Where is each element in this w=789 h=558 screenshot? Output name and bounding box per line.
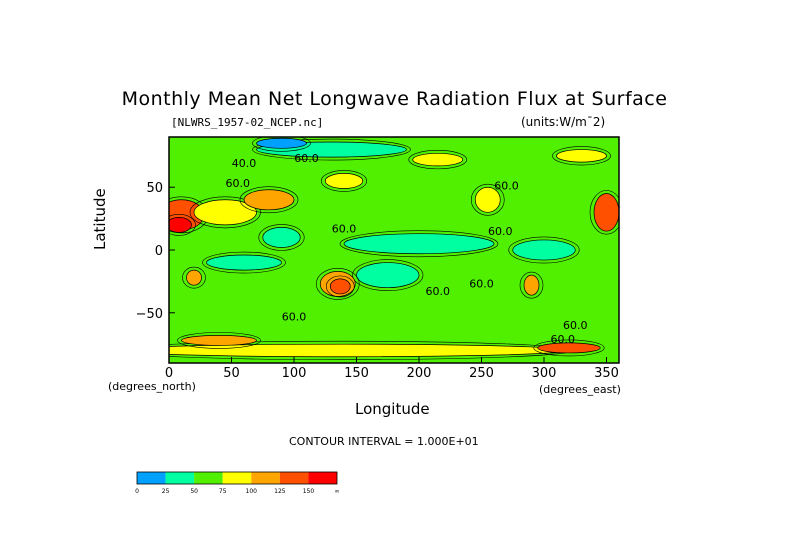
contour-line — [339, 230, 499, 258]
x-unit-label: (degrees_east) — [539, 383, 621, 396]
x-tick-label: 100 — [282, 366, 307, 381]
chart-subtitle: [NLWRS_1957-02_NCEP.nc] — [171, 116, 324, 129]
colorbar-swatch — [279, 472, 309, 484]
x-tick-label: 0 — [165, 366, 173, 381]
contour-line — [182, 266, 206, 289]
colorbar-swatch — [308, 472, 337, 484]
colorbar-label: 125 — [274, 488, 286, 495]
y-tick-label: 0 — [155, 244, 163, 259]
contour-line — [519, 271, 544, 299]
y-tick-label: 50 — [146, 181, 163, 196]
contour-label: 60.0 — [294, 152, 319, 165]
x-tick-label: 250 — [469, 366, 494, 381]
colorbar-label: 50 — [190, 488, 198, 495]
colorbar-label: 150 — [303, 488, 315, 495]
contour-label: 60.0 — [226, 177, 251, 190]
contour-line — [169, 214, 196, 236]
contour-region — [256, 137, 307, 149]
colorbar-label: 25 — [162, 488, 170, 495]
contour-line — [239, 186, 299, 214]
contour-region — [512, 239, 576, 261]
contour-line — [325, 275, 355, 298]
contour-region — [343, 233, 495, 255]
contour-region — [324, 173, 364, 189]
contour-region — [593, 193, 619, 232]
contour-line — [320, 170, 368, 192]
contour-line — [252, 138, 411, 161]
map-field: 40.0 60.060.060.060.060.060.060.060.060.0… — [169, 137, 619, 363]
contour-region — [356, 262, 420, 289]
contour-region — [243, 189, 295, 211]
contour-line — [533, 339, 605, 357]
x-axis-label: Longitude — [355, 400, 430, 418]
units-label: (units:W/m¯2) — [521, 115, 606, 129]
contour-label: 60.0 — [551, 333, 576, 346]
contour-line — [408, 150, 468, 170]
contour-region — [556, 149, 607, 163]
contour-label: 60.0 — [282, 310, 307, 323]
contour-region — [474, 186, 501, 213]
colorbar-swatch — [165, 472, 195, 484]
colorbar-swatch — [222, 472, 252, 484]
contour-region — [193, 199, 257, 226]
contour-label: 60.0 — [563, 319, 588, 332]
contour-line — [352, 259, 424, 291]
x-tick-label: 300 — [532, 366, 557, 381]
contour-label: 60.0 — [469, 278, 494, 291]
contour-label: 60.0 — [488, 225, 513, 238]
contour-label: 60.0 — [494, 180, 519, 193]
contour-label: 40.0 — [232, 157, 257, 170]
contour-region — [262, 227, 301, 248]
contour-region — [329, 278, 351, 295]
colorbar-swatch — [194, 472, 223, 484]
contour-label: 60.0 — [332, 222, 357, 235]
chart-title: Monthly Mean Net Longwave Radiation Flux… — [121, 88, 668, 110]
colorbar-label: 0 — [135, 488, 139, 495]
contour-line — [315, 268, 360, 300]
y-tick-label: −50 — [136, 307, 163, 322]
contour-line — [258, 224, 305, 251]
colorbar-swatch — [251, 472, 280, 484]
x-tick-label: 150 — [344, 366, 369, 381]
contour-region — [169, 217, 192, 233]
contour-region — [186, 269, 202, 286]
x-tick-label: 350 — [594, 366, 619, 381]
contour-region — [206, 254, 282, 271]
contour-region — [169, 343, 570, 358]
contour-line — [252, 137, 311, 152]
contour-label: 60.0 — [426, 285, 451, 298]
y-unit-label: (degrees_north) — [108, 380, 196, 393]
contour-region — [537, 342, 601, 354]
x-tick-label: 50 — [223, 366, 240, 381]
contour-line — [552, 146, 611, 166]
contour-line — [589, 190, 619, 235]
contour-line — [202, 251, 286, 274]
contour-line — [470, 183, 505, 216]
contour-line — [177, 332, 261, 349]
colorbar-frame — [136, 471, 338, 485]
colorbar-label: ∞ — [335, 488, 340, 495]
colorbar-swatch — [137, 472, 166, 484]
contour-region — [181, 335, 257, 346]
contour-line — [508, 236, 580, 264]
colorbar-label: 75 — [219, 488, 227, 495]
colorbar-label: 100 — [246, 488, 258, 495]
x-tick-label: 200 — [407, 366, 432, 381]
contour-interval-label: CONTOUR INTERVAL = 1.000E+01 — [289, 435, 479, 448]
contour-region — [412, 152, 464, 167]
contour-region — [523, 274, 540, 296]
